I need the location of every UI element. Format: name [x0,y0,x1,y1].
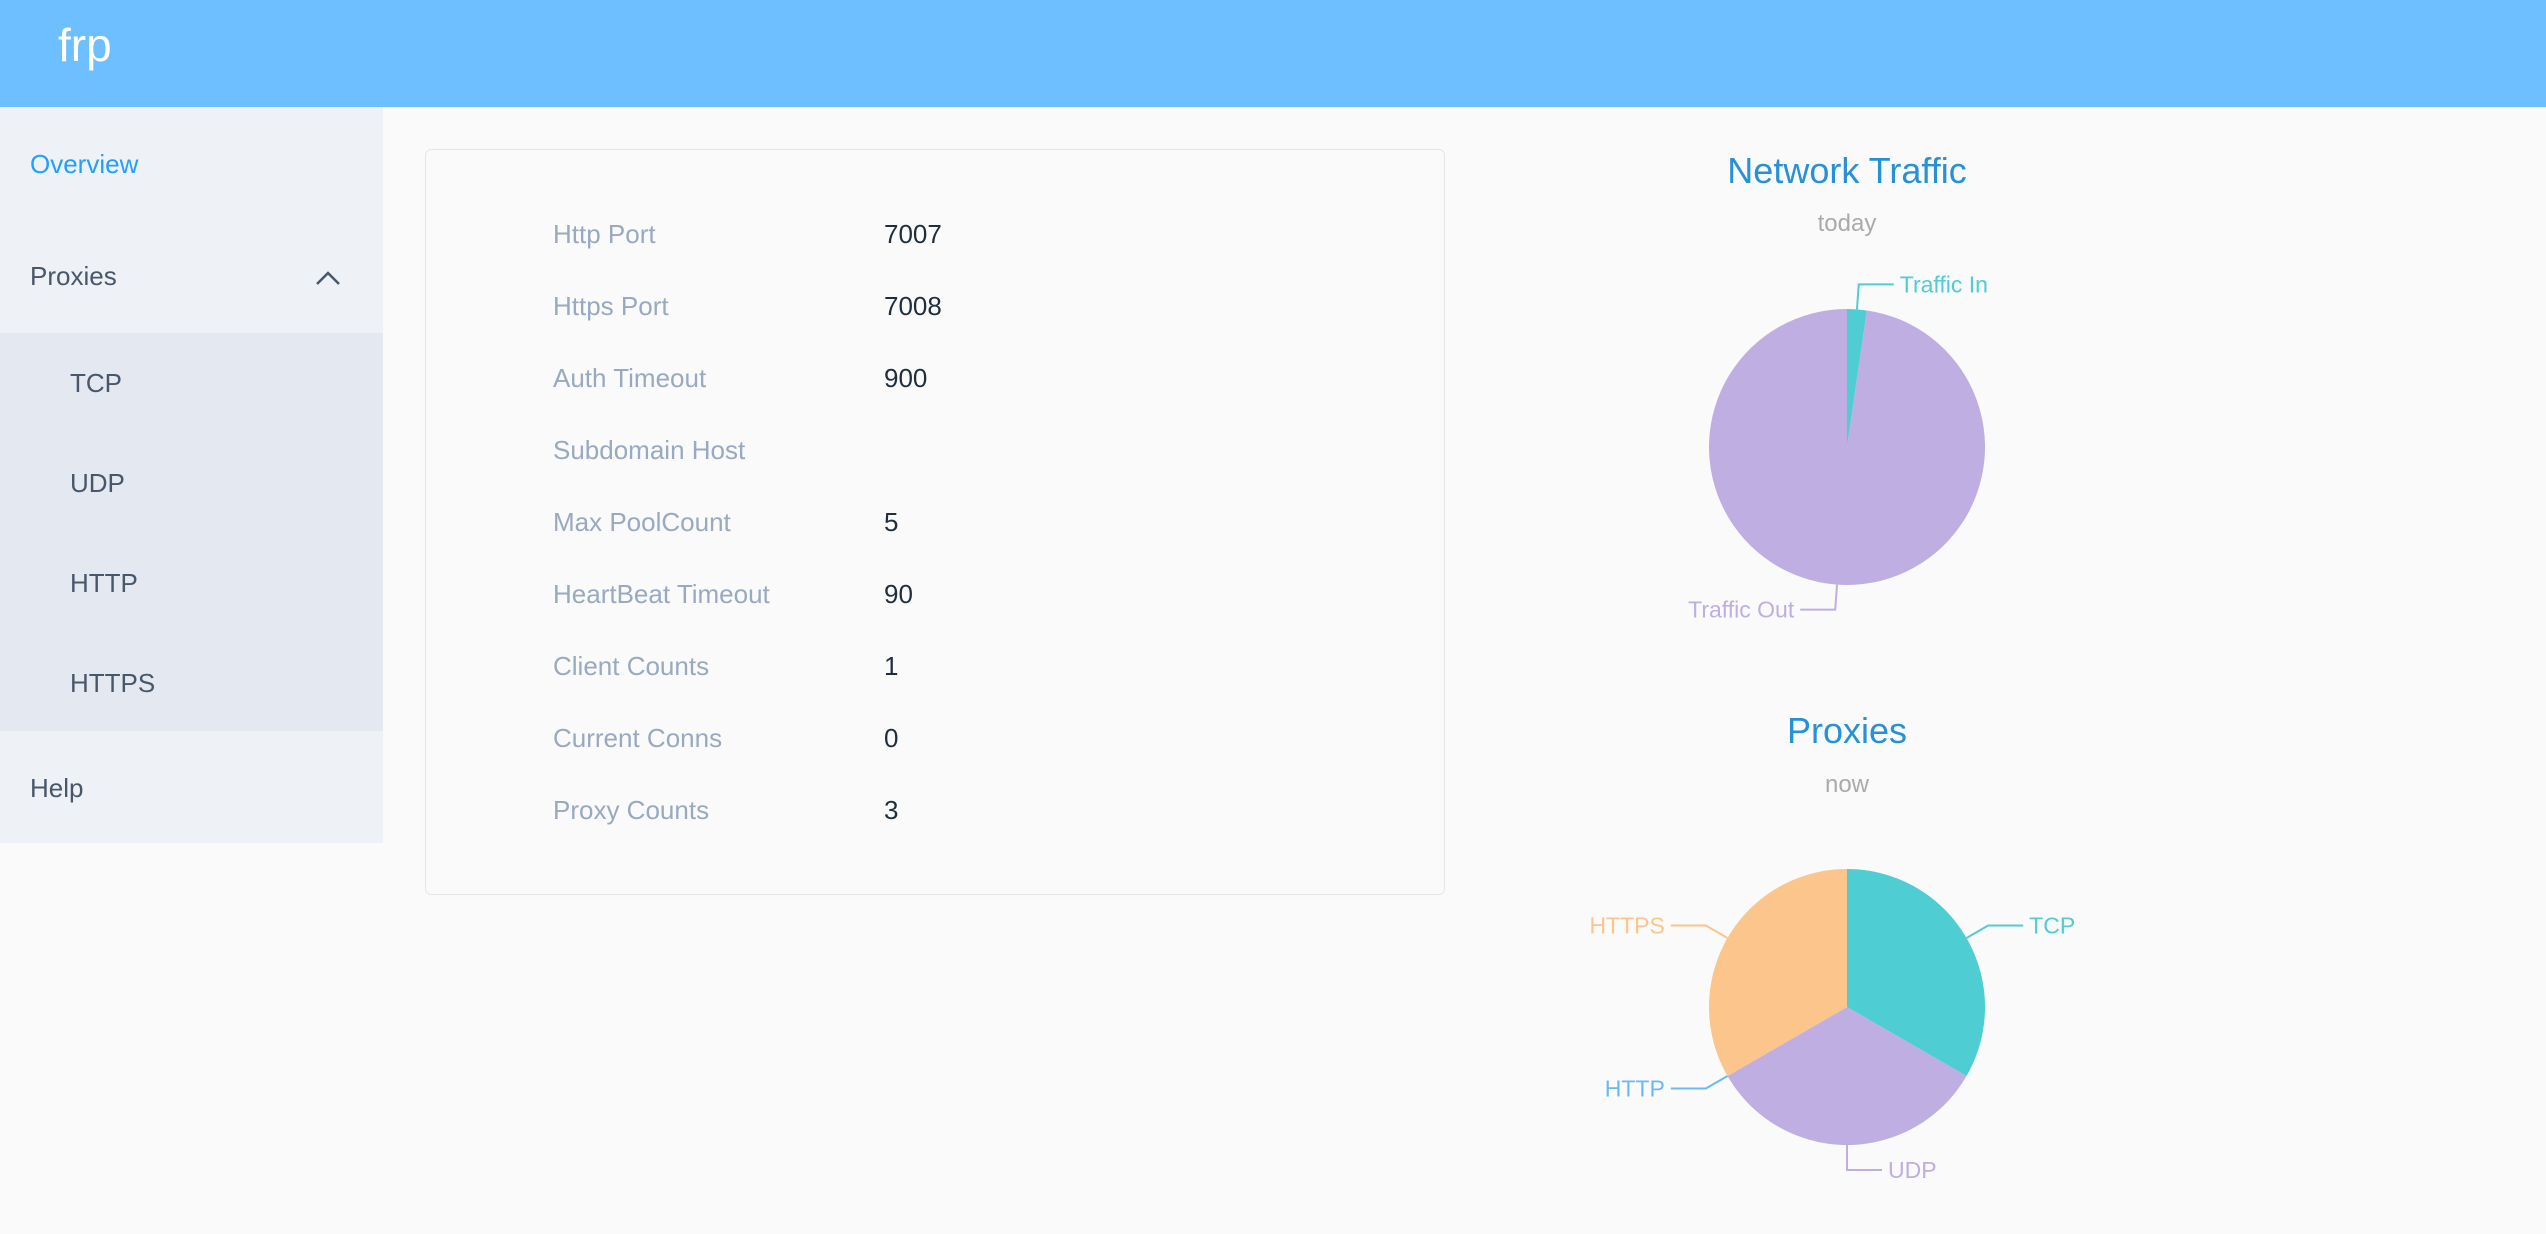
proxies-label: Proxies [30,261,117,291]
info-label: Client Counts [553,651,710,681]
pie-label: UDP [1888,1157,1937,1183]
brand-logo[interactable]: frp [58,19,112,71]
info-value: 3 [884,795,899,825]
label-line [1670,1075,1728,1090]
pie-slice-udp[interactable] [1727,1007,1967,1145]
sidebar: Overview Proxies TCP UDP HTTP HTTPS Help [0,107,383,843]
info-label: Subdomain Host [553,435,746,465]
chart-title: Proxies [1786,710,1908,751]
sidebar-item-udp[interactable]: UDP [70,468,125,498]
info-label: Auth Timeout [553,363,707,393]
sidebar-item-proxies[interactable]: Proxies [0,226,383,326]
pie-label: Traffic In [1900,271,1988,297]
server-info-card: Http Port 7007 Https Port 7008 Auth Timeout 9… [425,149,1445,895]
label-line [1855,283,1894,310]
pie-slice-traffic-in[interactable] [1847,309,1867,447]
network-traffic-pie: Traffic In Traffic Out [1688,271,1988,623]
sidebar-item-help[interactable]: Help [30,773,84,803]
info-value: 7008 [884,291,942,321]
chart-title: Network Traffic [1727,150,1967,191]
info-label: HeartBeat Timeout [553,579,770,609]
header: frp [0,0,2546,107]
pie-label: TCP [2029,913,2075,939]
info-label: Https Port [553,291,669,321]
info-value: 7007 [884,219,942,249]
info-value: 900 [884,363,928,393]
info-value: 5 [884,507,899,537]
info-label: Proxy Counts [553,795,710,825]
info-value: 1 [884,651,899,681]
proxies-submenu: TCP UDP HTTP HTTPS [0,333,383,731]
pie-slice-https[interactable] [1709,869,1847,1076]
sidebar-item-https[interactable]: HTTPS [70,668,156,698]
info-label: Max PoolCount [553,507,731,537]
chart-subtitle: today [1817,210,1877,237]
label-line [1670,924,1728,939]
pie-label: Traffic Out [1688,597,1795,623]
pie-slice-traffic-out[interactable] [1709,309,1985,585]
chart-subtitle: now [1824,771,1870,798]
sidebar-item-http[interactable]: HTTP [70,568,138,598]
info-label: Http Port [553,219,656,249]
sidebar-item-overview[interactable]: Overview [30,149,139,179]
sidebar-item-tcp[interactable]: TCP [70,368,122,398]
label-line [1846,1145,1882,1171]
label-line [1800,584,1839,611]
pie-label: HTTP [1605,1076,1665,1102]
label-line [1966,924,2024,939]
info-value: 0 [884,723,899,753]
chevron-up-icon [315,226,341,326]
proxies-pie: TCP UDP HTTP HTTPS [1589,869,2075,1183]
info-value: 90 [884,579,913,609]
pie-label: HTTPS [1589,913,1664,939]
info-label: Current Conns [553,723,723,753]
pie-slice-tcp[interactable] [1847,869,1985,1076]
